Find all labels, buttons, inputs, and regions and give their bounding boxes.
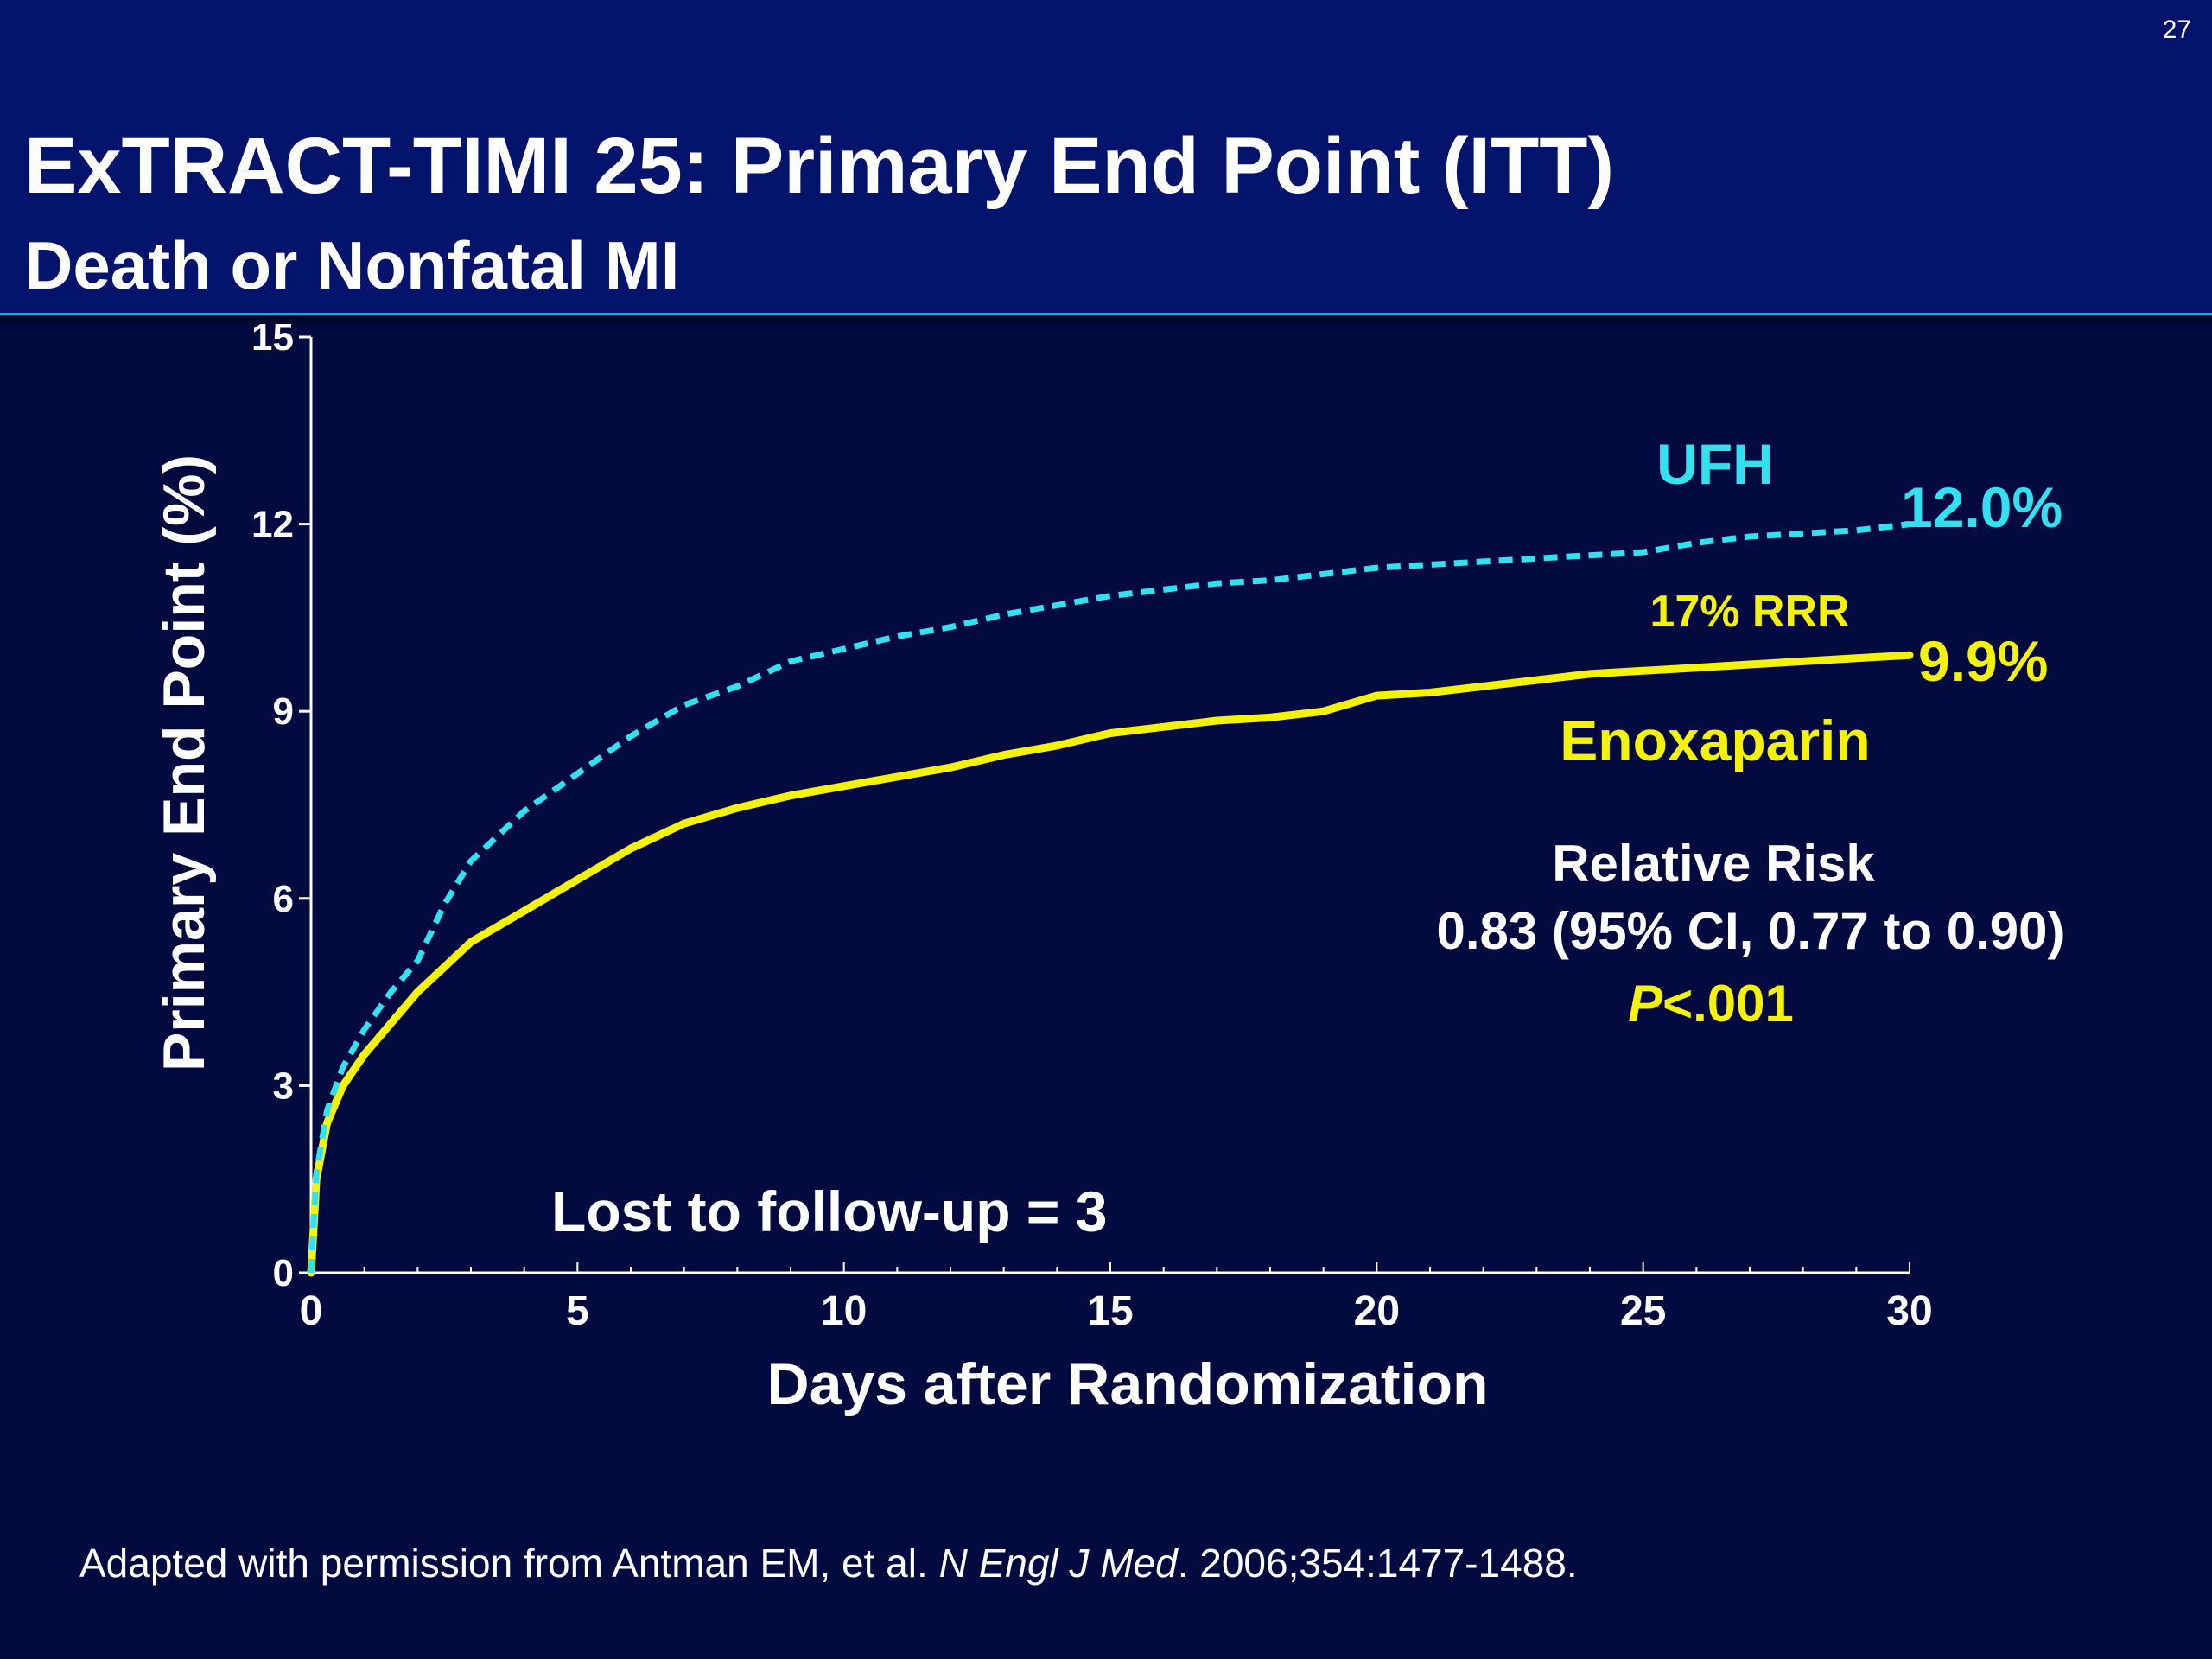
x-tick-label: 10 — [821, 1288, 867, 1334]
x-tick-label: 5 — [566, 1288, 589, 1334]
p-value: P<.001 — [1628, 975, 1794, 1033]
p-value-rest: <.001 — [1662, 975, 1794, 1033]
series-line-ufh — [308, 521, 1910, 1274]
x-tick-label: 30 — [1886, 1288, 1932, 1334]
enoxaparin-end-label: 9.9% — [1918, 629, 2048, 693]
x-tick-label: 15 — [1087, 1288, 1133, 1334]
enoxaparin-series-label: Enoxaparin — [1560, 709, 1870, 772]
y-tick-label: 6 — [273, 878, 294, 920]
p-value-italic: P — [1628, 975, 1663, 1033]
slide-header — [0, 0, 2212, 315]
y-tick-label: 15 — [251, 316, 294, 359]
y-axis-title: Primary End Point (%) — [151, 454, 217, 1071]
x-axis-title: Days after Randomization — [766, 1351, 1488, 1417]
slide-title: ExTRACT-TIMI 25: Primary End Point (ITT) — [24, 122, 1615, 210]
slide-number: 27 — [2162, 16, 2191, 44]
header-shadow — [0, 315, 2212, 327]
series-line-enoxaparin — [307, 651, 1914, 1277]
lost-to-follow-up-note: Lost to follow-up = 3 — [551, 1179, 1107, 1243]
footnote-prefix: Adapted with permission from Antman EM, … — [79, 1541, 939, 1586]
x-tick-label: 20 — [1354, 1288, 1400, 1334]
y-tick-label: 3 — [273, 1065, 294, 1107]
slide-subtitle: Death or Nonfatal MI — [24, 227, 680, 303]
relative-risk-value: 0.83 (95% CI, 0.77 to 0.90) — [1436, 902, 2064, 960]
x-tick-label: 25 — [1620, 1288, 1666, 1334]
footnote: Adapted with permission from Antman EM, … — [79, 1540, 1578, 1586]
footnote-journal: N Engl J Med — [938, 1541, 1178, 1586]
footnote-suffix: . 2006;354:1477-1488. — [1177, 1541, 1578, 1586]
y-tick-label: 12 — [251, 504, 294, 546]
y-tick-label: 0 — [273, 1252, 294, 1294]
rrr-annotation: 17% RRR — [1649, 587, 1849, 637]
ufh-end-label: 12.0% — [1901, 475, 2063, 539]
y-tick-label: 9 — [273, 690, 294, 733]
x-tick-label: 0 — [300, 1288, 323, 1334]
relative-risk-title: Relative Risk — [1552, 835, 1875, 893]
ufh-series-label: UFH — [1656, 432, 1774, 496]
